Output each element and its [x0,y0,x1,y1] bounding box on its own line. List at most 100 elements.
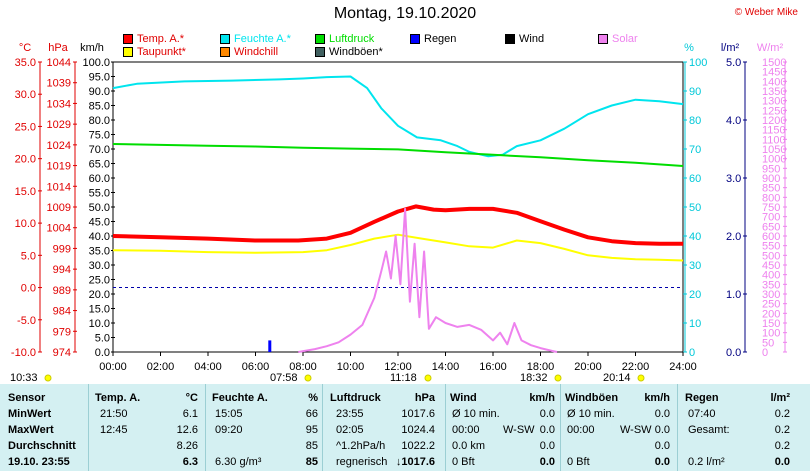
tick-label-solar: 0 [762,347,768,359]
tick-label-humidity: 50 [689,202,701,214]
tick-label-wind: 25.0 [89,275,110,287]
table-cell: 0.0 [539,440,555,452]
legend-item: Wind [505,33,544,45]
tick-label-solar: 300 [762,289,780,301]
tick-label-wind: 5.0 [95,333,110,345]
table-header: hPa [414,392,435,404]
legend-item: Solar [598,33,638,45]
series-line [112,233,684,262]
tick-label-temp: 25.0 [15,121,36,133]
legend-label: Feuchte A.* [234,33,291,45]
table-cell: Ø 10 min. [567,408,615,420]
tick-label-solar: 400 [762,270,780,282]
tick-label-wind: 50.0 [89,202,110,214]
table-header: Windböen [565,392,619,404]
table-header: Luftdruck [330,392,381,404]
tick-label-wind: 20.0 [89,289,110,301]
legend-label: Windchill [234,46,279,58]
x-tick-label: 14:00 [432,361,460,373]
row-label: Durchschnitt [8,440,76,452]
legend-item: Windchill [220,46,278,58]
table-cell: 0.2 [774,408,790,420]
table-cell: 09:20 [215,424,243,436]
plot-frame [112,61,684,353]
tick-label-wind: 70.0 [89,144,110,156]
x-tick-label: 12:00 [384,361,412,373]
stats-table [0,384,810,471]
table-cell: 21:50 [100,408,128,420]
table-cell: 6.30 g/m³ [215,456,262,468]
legend-swatch [598,34,608,44]
tick-label-wind: 55.0 [89,188,110,200]
table-cell: Gesamt: [688,424,730,436]
legend-item: Regen [410,33,456,45]
time-marker-label: 18:32 [520,372,548,384]
tick-label-solar: 600 [762,231,780,243]
x-tick-label: 20:00 [574,361,602,373]
tick-label-solar: 50 [762,337,774,349]
axis-unit-label: km/h [80,42,104,54]
tick-label-humidity: 70 [689,144,701,156]
axis-unit-label: hPa [48,42,68,54]
tick-label-solar: 1050 [762,144,786,156]
tick-label-solar: 900 [762,173,780,185]
tick-label-wind: 60.0 [89,173,110,185]
legend-swatch [123,47,133,57]
tick-label-temp: 15.0 [15,186,36,198]
x-tick-label: 04:00 [194,361,222,373]
tick-label-pressure: 1044 [47,57,71,69]
tick-label-wind: 75.0 [89,130,110,142]
table-separator [560,384,561,471]
table-cell: W-SW [503,424,535,436]
tick-label-wind: 100.0 [82,57,110,69]
time-marker-icon [554,374,562,382]
table-cell: regnerisch [336,456,388,468]
legend-swatch [410,34,420,44]
table-cell: 66 [305,408,318,420]
axis-unit-label: W/m² [757,42,784,54]
tick-label-temp: -10.0 [11,347,36,359]
x-tick-label: 22:00 [622,361,650,373]
legend-swatch [315,34,325,44]
tick-label-humidity: 60 [689,173,701,185]
axis-unit-label: l/m² [721,42,740,54]
table-cell: 8.26 [176,440,198,452]
table-cell: 12.6 [176,424,198,436]
tick-label-wind: 40.0 [89,231,110,243]
table-cell: 0.0 [774,456,790,468]
tick-label-wind: 30.0 [89,260,110,272]
time-marker-icon [44,374,52,382]
table-cell: ↓1017.6 [395,456,435,468]
table-cell: 12:45 [100,424,128,436]
tick-label-solar: 1250 [762,105,786,117]
table-cell: 0.0 [654,408,670,420]
x-tick-label: 18:00 [527,361,555,373]
table-cell: W-SW [620,424,652,436]
table-cell: 0.0 [539,408,555,420]
tick-label-solar: 950 [762,163,780,175]
tick-label-solar: 1450 [762,67,786,79]
tick-label-humidity: 90 [689,86,701,98]
tick-label-pressure: 994 [53,264,71,276]
tick-label-solar: 850 [762,183,780,195]
tick-label-wind: 80.0 [89,115,110,127]
tick-label-solar: 700 [762,212,780,224]
tick-label-solar: 350 [762,279,780,291]
time-marker-label: 07:58 [270,372,298,384]
tick-label-pressure: 1014 [47,181,71,193]
credit-label: © Weber Mike [734,7,798,18]
tick-label-pressure: 984 [53,306,71,318]
x-tick-label: 10:00 [337,361,365,373]
tick-label-rain: 1.0 [726,289,741,301]
table-cell: 0.2 [774,424,790,436]
tick-label-solar: 100 [762,328,780,340]
table-header: km/h [529,392,555,404]
tick-label-humidity: 20 [689,289,701,301]
legend-swatch [220,47,230,57]
tick-label-wind: 95.0 [89,72,110,84]
tick-label-rain: 5.0 [726,57,741,69]
legend-label: Taupunkt* [137,46,186,58]
tick-label-solar: 1100 [762,134,786,146]
tick-label-pressure: 974 [53,347,71,359]
table-cell: 00:00 [567,424,595,436]
